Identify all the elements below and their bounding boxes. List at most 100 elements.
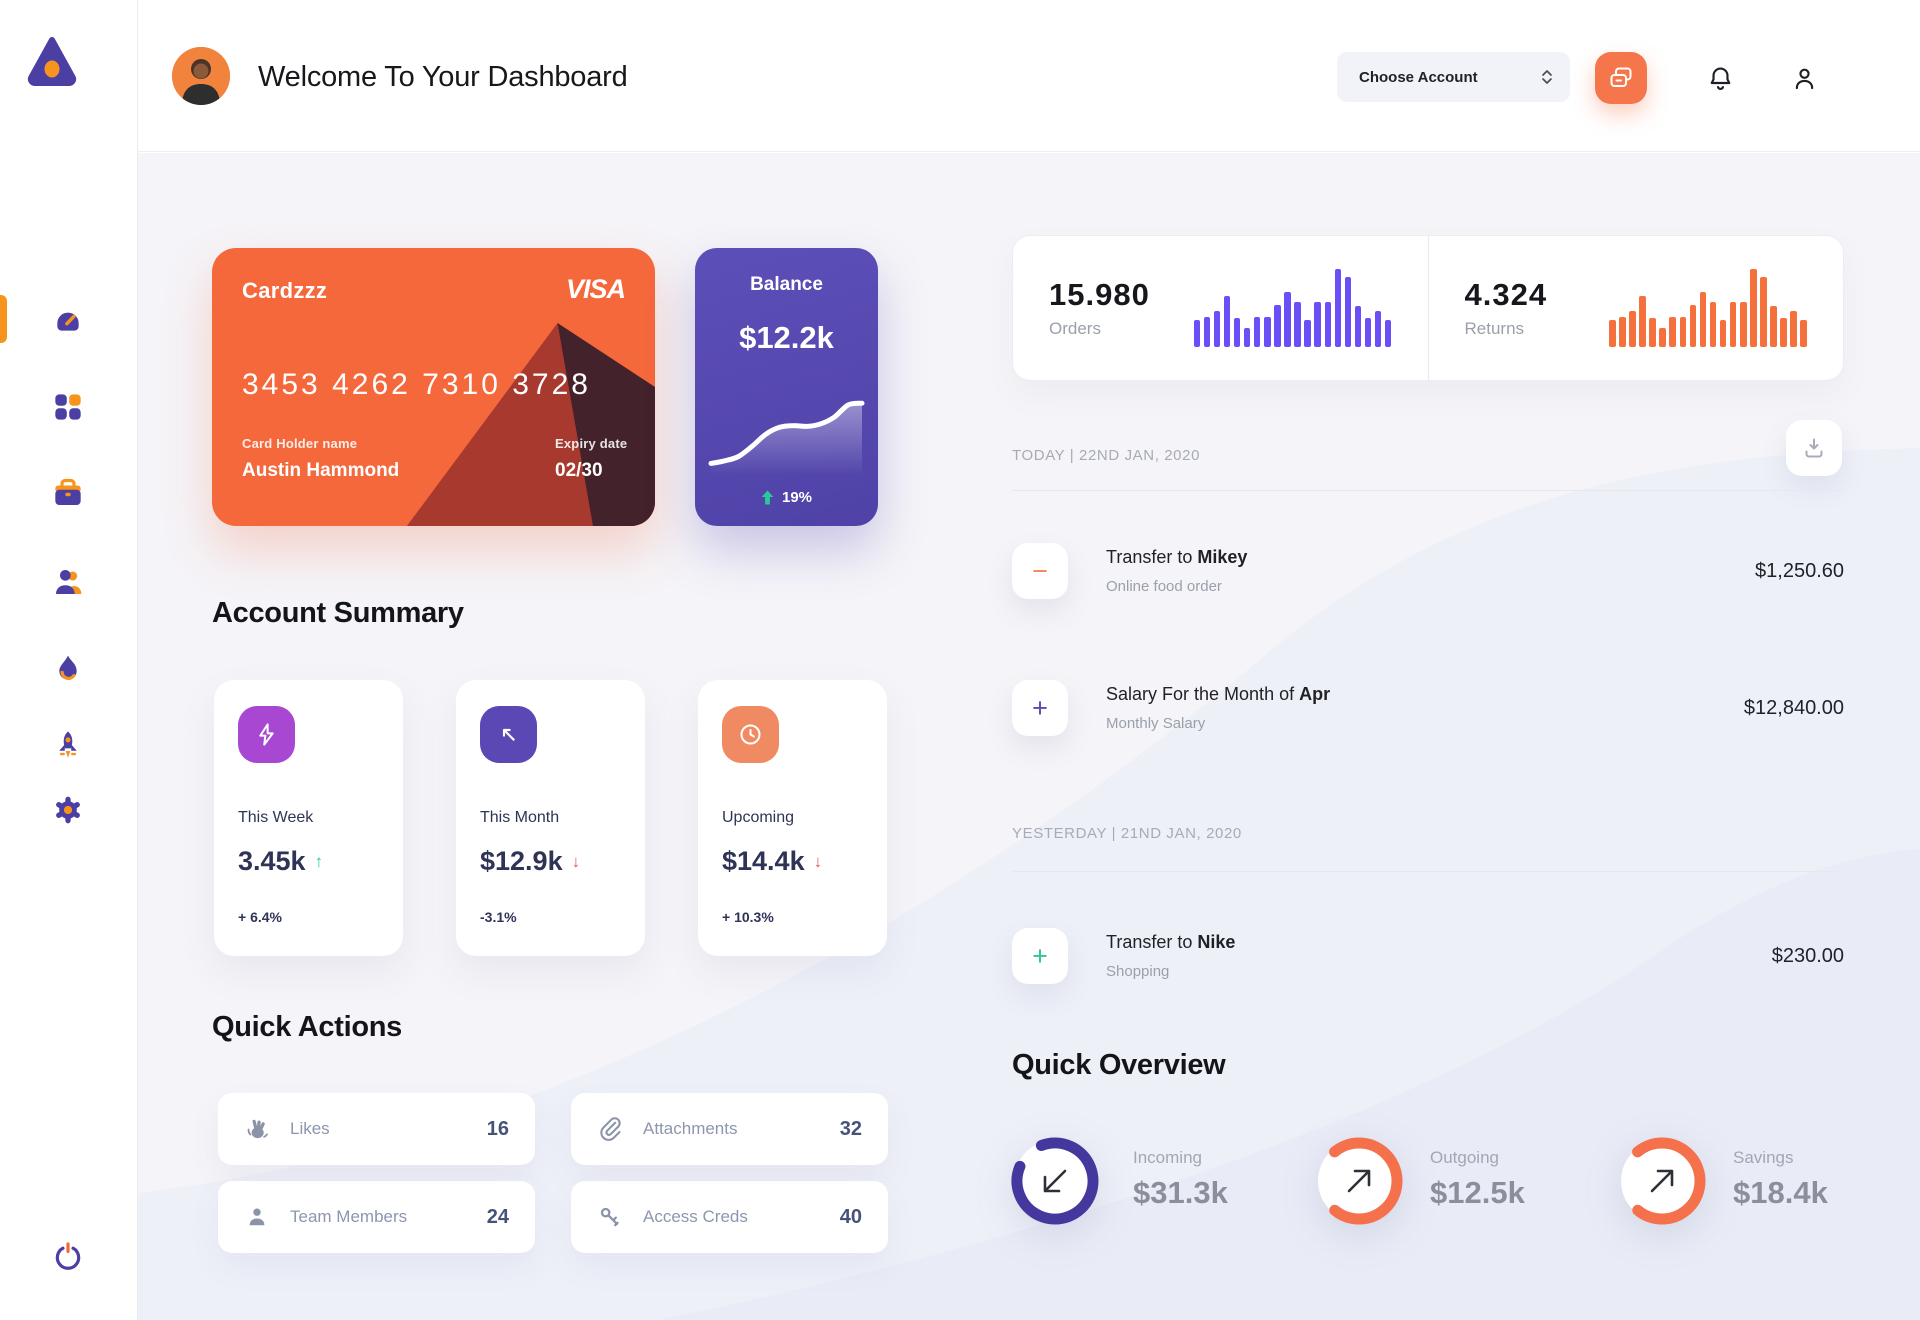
down-left-arrow-icon (1043, 1169, 1067, 1193)
download-icon (1805, 438, 1823, 458)
overview-label: Outgoing (1430, 1148, 1499, 1167)
team-icon (56, 570, 82, 594)
divider (1012, 871, 1844, 872)
quick-action-likes[interactable]: Likes 16 (218, 1093, 535, 1165)
orders-returns-card: 15.980 Orders 4.324 Returns (1012, 235, 1844, 381)
quick-action-label: Likes (290, 1119, 330, 1138)
visa-logo: VISA (565, 274, 626, 304)
up-arrow-icon (761, 490, 774, 505)
summary-card-this-week: This Week 3.45k ↑ + 6.4% (214, 680, 403, 956)
summary-percent: + 10.3% (722, 909, 774, 925)
card-expiry-label: Expiry date (555, 436, 628, 451)
summary-card-upcoming: Upcoming $14.4k ↓ + 10.3% (698, 680, 887, 956)
transaction-subtitle: Shopping (1106, 963, 1170, 980)
summary-percent: + 6.4% (238, 909, 282, 925)
quick-action-count: 32 (839, 1117, 862, 1140)
summary-value: $12.9k (480, 846, 563, 876)
clap-icon (247, 1119, 268, 1139)
quick-action-attachments[interactable]: Attachments 32 (571, 1093, 888, 1165)
sidebar-item-apps[interactable] (46, 385, 90, 429)
plus-icon: + (1012, 928, 1068, 984)
sidebar-item-trending[interactable] (46, 647, 90, 691)
sidebar-item-settings[interactable] (46, 788, 90, 832)
transaction-title: Transfer to Nike (1106, 932, 1236, 952)
transaction-row-mikey[interactable]: − Transfer to Mikey Online food order $1… (1012, 543, 1844, 599)
balance-title: Balance (750, 274, 823, 295)
bank-card: Cardzzz VISA 3453 4262 7310 3728 Card Ho… (212, 248, 655, 526)
paperclip-icon (600, 1117, 621, 1141)
choose-account-label: Choose Account (1359, 68, 1478, 86)
key-icon (600, 1207, 619, 1227)
avatar[interactable] (172, 47, 230, 105)
quick-action-access-creds[interactable]: Access Creds 40 (571, 1181, 888, 1253)
orders-value: 15.980 (1049, 277, 1150, 312)
balance-sparkline (708, 400, 865, 476)
notifications-button[interactable] (1694, 52, 1746, 104)
select-chevrons-icon (1542, 70, 1552, 84)
transaction-amount: $1,250.60 (1755, 559, 1844, 582)
quick-action-label: Team Members (290, 1207, 408, 1226)
briefcase-icon (55, 478, 81, 505)
orders-bar-chart (1193, 269, 1392, 347)
plus-icon: + (1012, 680, 1068, 736)
quick-action-team-members[interactable]: Team Members 24 (218, 1181, 535, 1253)
sidebar-item-team[interactable] (46, 560, 90, 604)
lightning-icon (238, 706, 295, 763)
divider (1012, 490, 1844, 491)
transaction-amount: $12,840.00 (1743, 696, 1844, 719)
quick-action-count: 16 (486, 1117, 509, 1140)
trend-arrow-icon (480, 706, 537, 763)
date-label-yesterday: YESTERDAY | 21ND JAN, 2020 (1012, 825, 1242, 842)
summary-card-this-month: This Month $12.9k ↓ -3.1% (456, 680, 645, 956)
transaction-amount: $230.00 (1771, 944, 1844, 967)
sidebar-item-work[interactable] (46, 471, 90, 515)
summary-value: 3.45k (238, 846, 306, 876)
up-right-arrow-icon (1650, 1169, 1674, 1193)
orders-label: Orders (1049, 319, 1101, 338)
quick-action-label: Access Creds (643, 1207, 748, 1226)
card-holder-name: Austin Hammond (242, 460, 400, 481)
summary-label: This Month (480, 809, 560, 826)
app-logo[interactable] (25, 34, 79, 88)
trend-up-arrow: ↑ (314, 851, 324, 871)
settings-gear-icon (56, 796, 80, 824)
quick-actions-heading: Quick Actions (212, 1011, 403, 1043)
transaction-row-salary[interactable]: + Salary For the Month of Apr Monthly Sa… (1012, 680, 1844, 736)
balance-value: $12.2k (739, 320, 834, 355)
returns-value: 4.324 (1464, 277, 1548, 312)
card-holder-label: Card Holder name (242, 436, 358, 451)
sidebar-item-launch[interactable] (46, 723, 90, 767)
account-summary-heading: Account Summary (212, 597, 464, 629)
savings-donut (1618, 1137, 1706, 1225)
trend-down-arrow: ↓ (571, 851, 581, 871)
trend-down-arrow: ↓ (813, 851, 823, 871)
page-title: Welcome To Your Dashboard (258, 61, 628, 93)
balance-change: 19% (695, 489, 878, 506)
transaction-title: Salary For the Month of Apr (1106, 684, 1331, 704)
minus-icon: − (1012, 543, 1068, 599)
orders-stat: 15.980 Orders (1013, 236, 1428, 380)
choose-account-select[interactable]: Choose Account (1337, 52, 1570, 102)
summary-label: Upcoming (722, 809, 795, 826)
chat-button[interactable] (1595, 52, 1647, 104)
balance-card: Balance $12.2k 19% (695, 248, 878, 526)
overview-label: Incoming (1133, 1148, 1202, 1167)
download-button[interactable] (1786, 420, 1842, 476)
apps-grid-icon (55, 394, 81, 420)
incoming-donut (1011, 1137, 1099, 1225)
up-right-arrow-icon (1347, 1169, 1371, 1193)
clock-icon (722, 706, 779, 763)
top-header: Welcome To Your Dashboard Choose Account (138, 0, 1920, 152)
overview-value: $31.3k (1133, 1175, 1228, 1210)
summary-value: $14.4k (722, 846, 805, 876)
sidebar (0, 0, 138, 1320)
sidebar-item-dashboard[interactable] (46, 297, 90, 341)
overview-value: $12.5k (1430, 1175, 1525, 1210)
member-icon (249, 1208, 265, 1226)
profile-button[interactable] (1778, 52, 1830, 104)
notification-bell-icon (1710, 67, 1730, 90)
quick-overview-heading: Quick Overview (1012, 1049, 1226, 1081)
returns-label: Returns (1464, 319, 1525, 338)
logout-button[interactable] (46, 1235, 90, 1279)
transaction-row-nike[interactable]: + Transfer to Nike Shopping $230.00 (1012, 928, 1844, 984)
